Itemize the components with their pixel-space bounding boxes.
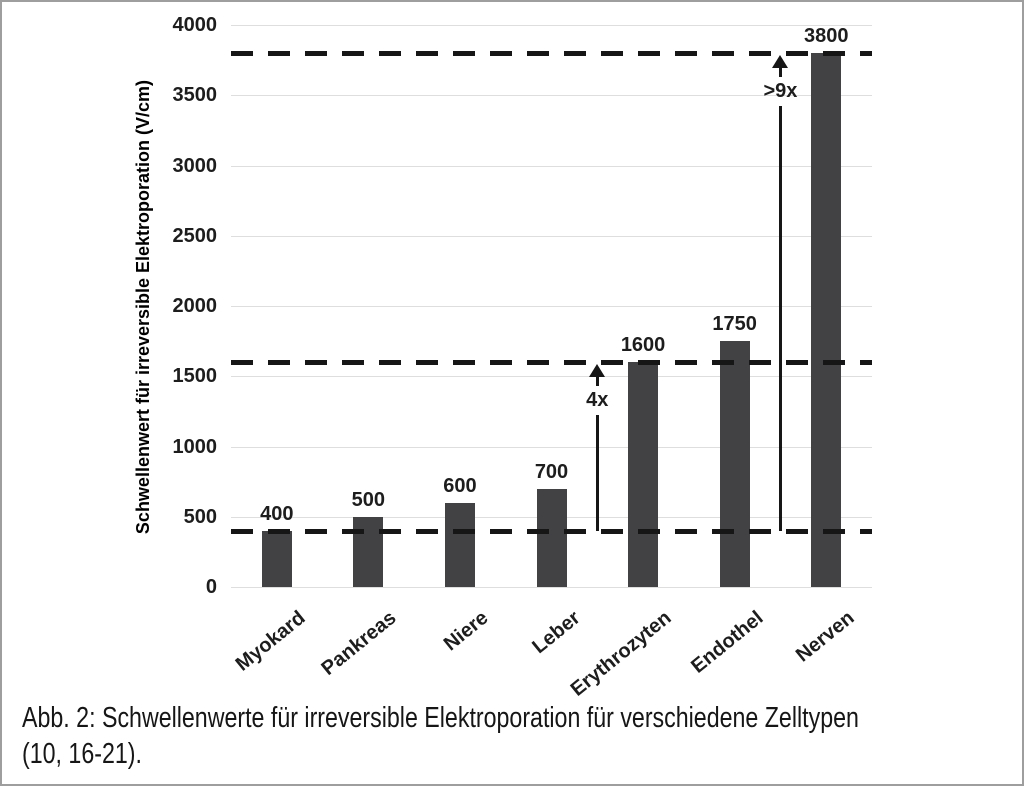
y-tick-label: 3000 <box>172 154 218 177</box>
y-tick-label: 2000 <box>172 295 218 317</box>
reference-dashed-line-3800 <box>231 51 872 57</box>
bar-endothel <box>719 341 750 587</box>
bar-erythrozyten <box>628 362 659 587</box>
gridline-0 <box>231 587 872 588</box>
y-tick-label: 4000 <box>172 14 218 36</box>
gridline-4000 <box>231 25 872 26</box>
caption-line-1: Abb. 2: Schwellenwerte für irreversible … <box>22 702 859 734</box>
bar-niere <box>444 502 475 587</box>
bar-value-label: 400 <box>260 502 294 525</box>
caption-line-2: (10, 16-21). <box>22 738 142 770</box>
y-tick-label: 0 <box>205 576 217 598</box>
reference-dashed-line-400 <box>231 528 872 534</box>
y-tick-label: 500 <box>183 505 217 528</box>
bar-nerven <box>811 53 842 587</box>
bar-value-label: 3800 <box>803 25 849 48</box>
reference-dashed-line-1600 <box>231 360 872 366</box>
annotation-stem->9x <box>778 106 782 531</box>
gridline-1500 <box>231 376 872 378</box>
annotation-label-4x: 4x <box>586 389 609 412</box>
bar-value-label: 1750 <box>712 313 757 336</box>
figure-caption: Abb. 2: Schwellenwerte für irreversible … <box>22 700 1022 772</box>
annotation-arrowhead->9x <box>772 55 789 69</box>
bar-value-label: 1600 <box>620 334 666 357</box>
annotation-arrowhead-4x <box>589 364 606 378</box>
bar-pankreas <box>353 516 384 587</box>
bar-value-label: 700 <box>534 460 569 483</box>
caption-text: Abb. 2: Schwellenwerte für irreversible … <box>22 700 859 772</box>
gridline-2500 <box>231 235 872 237</box>
bar-myokard <box>261 530 292 587</box>
annotation-stem-top-4x <box>595 377 599 387</box>
gridline-1000 <box>231 446 872 448</box>
bar-leber <box>536 488 567 587</box>
gridline-3000 <box>231 165 872 167</box>
y-tick-label: 3500 <box>172 84 218 107</box>
annotation-label->9x: >9x <box>763 80 798 103</box>
gridline-3500 <box>231 95 872 97</box>
bar-value-label: 500 <box>351 488 386 511</box>
annotation-stem-4x <box>595 415 599 531</box>
bar-value-label: 600 <box>443 474 477 497</box>
gridline-2000 <box>231 306 872 307</box>
y-tick-label: 2500 <box>172 224 218 247</box>
y-tick-label: 1000 <box>172 435 218 458</box>
y-tick-label: 1500 <box>172 365 218 388</box>
annotation-stem-top->9x <box>778 68 782 78</box>
bar-chart: Schwellenwert für irreversible Elektropo… <box>2 2 1022 701</box>
